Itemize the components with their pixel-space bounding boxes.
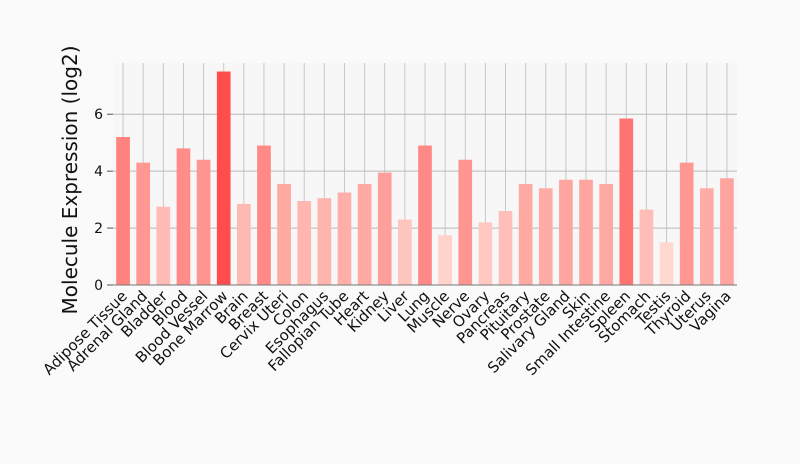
bar-pancreas [498, 211, 513, 285]
bar-lung [418, 145, 432, 285]
bar-cervix-uteri [277, 183, 291, 285]
bar-esophagus [317, 198, 332, 285]
bar-blood-vessel [196, 159, 211, 285]
bar-testis [659, 242, 674, 285]
bar-thyroid [679, 162, 694, 285]
bar-bladder [156, 206, 171, 285]
y-tick-label: 0 [94, 278, 103, 294]
bar-pituitary [518, 183, 533, 285]
bar-adrenal-gland [136, 162, 151, 285]
y-axis-title: Molecule Expression (log2) [58, 46, 82, 315]
bar-blood [176, 148, 191, 285]
bar-stomach [639, 209, 654, 285]
bar-colon [297, 201, 312, 285]
bar-skin [579, 179, 593, 285]
bar-vagina [720, 178, 734, 285]
bar-muscle [438, 235, 452, 285]
y-tick-label: 4 [94, 164, 103, 180]
y-tick-label: 2 [94, 221, 103, 237]
bar-uterus [699, 188, 714, 285]
bar-kidney [377, 172, 392, 285]
bar-small-intestine [599, 183, 614, 285]
y-axis-ticks: 0 2 4 6 [94, 107, 113, 294]
y-tick-label: 6 [94, 107, 103, 123]
bar-prostate [538, 188, 553, 285]
bar-ovary [478, 222, 493, 285]
bar-bone-marrow [216, 71, 231, 286]
bar-breast [257, 145, 271, 285]
bar-adipose-tissue [116, 137, 130, 285]
bar-fallopian-tube [337, 192, 352, 285]
bars [116, 71, 734, 286]
bar-salivary-gland [559, 179, 573, 285]
bar-brain [236, 203, 251, 285]
bar-spleen [619, 118, 634, 285]
bar-heart [357, 183, 372, 285]
bar-liver [398, 219, 412, 285]
bar-nerve [458, 159, 473, 285]
